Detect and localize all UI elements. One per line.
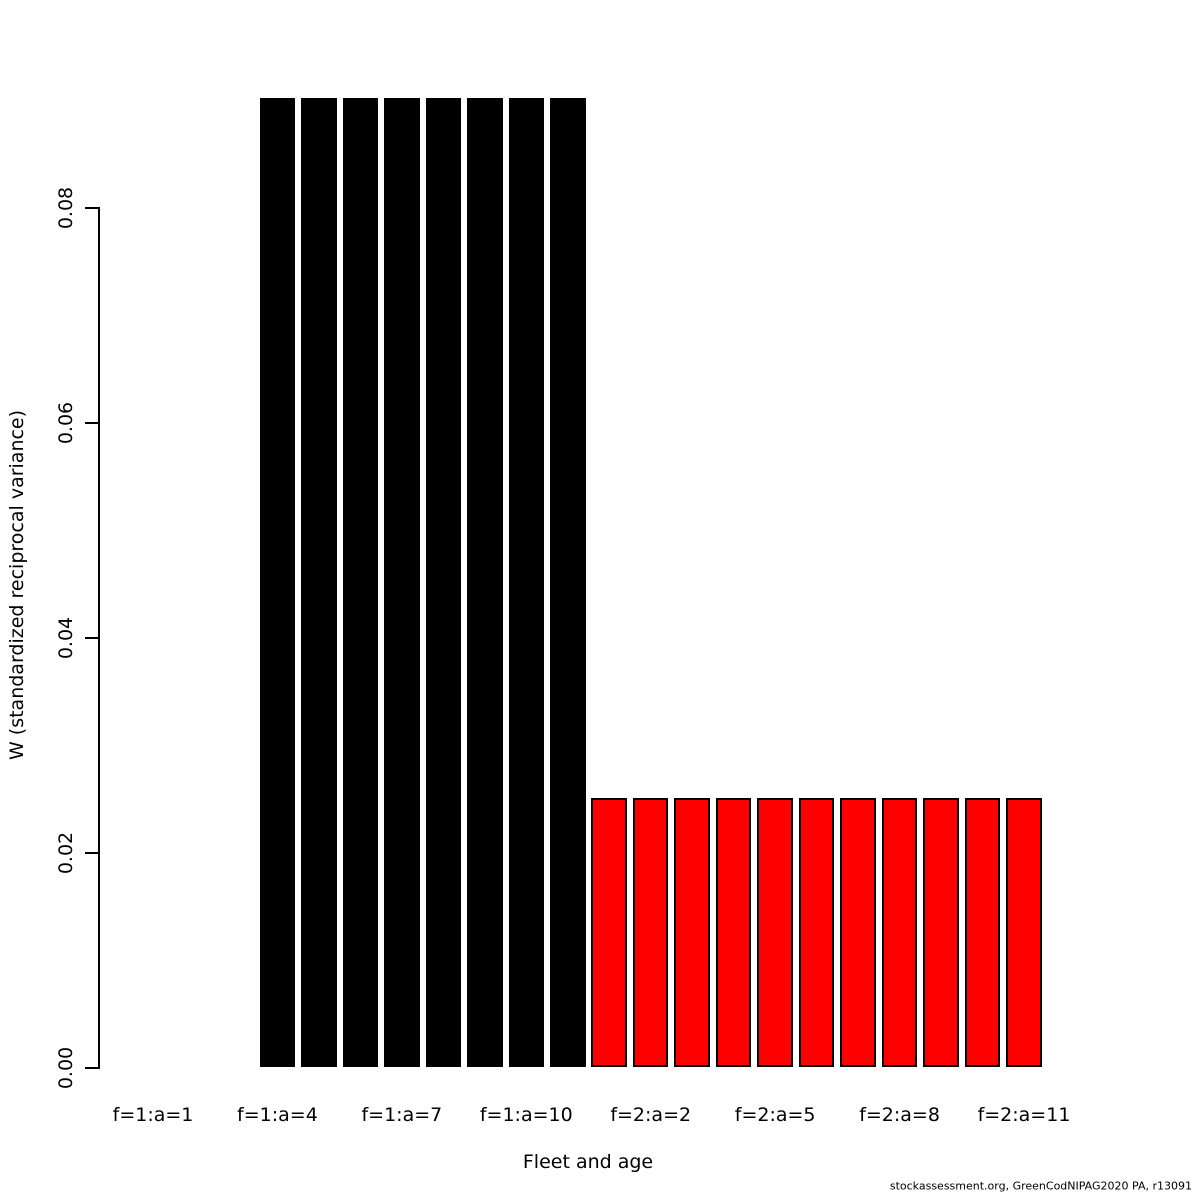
y-tick-label-0.08: 0.08 [55,186,77,230]
x-tick-label-f=1:a=1: f=1:a=1 [112,1104,194,1126]
bar-f=2:a=5 [757,798,793,1067]
y-tick-label-0.04: 0.04 [55,616,77,660]
bar-f=1:a=5 [301,98,337,1067]
x-tick-label-f=2:a=8: f=2:a=8 [859,1104,940,1126]
x-tick-label-f=2:a=2: f=2:a=2 [610,1104,692,1126]
bar-f=1:a=4 [259,98,296,1067]
y-tick-label-0.02: 0.02 [55,831,77,875]
x-axis-title: Fleet and age [522,1151,654,1173]
y-tick-label-0.06: 0.06 [55,401,77,445]
bar-f=1:a=7 [384,98,420,1067]
bar-f=2:a=9 [923,798,959,1067]
bar-f=2:a=8 [881,798,918,1067]
bar-f=1:a=6 [342,98,379,1067]
y-axis-title: W (standardized reciprocal variance) [6,409,28,761]
x-tick-label-f=2:a=5: f=2:a=5 [734,1104,816,1126]
bar-f=2:a=6 [798,798,835,1067]
bar-f=2:a=7 [840,798,876,1067]
y-tick-0.04 [85,637,98,639]
y-tick-0.08 [85,207,98,209]
x-tick-label-f=1:a=10: f=1:a=10 [479,1104,573,1126]
bar-f=1:a=8 [425,98,462,1067]
bar-f=2:a=10 [964,798,1001,1067]
x-tick-label-f=1:a=7: f=1:a=7 [361,1104,443,1126]
y-tick-0.02 [85,852,98,854]
bar-f=2:a=4 [715,798,752,1067]
bar-f=2:a=11 [1006,798,1042,1067]
bar-f=2:a=2 [632,798,669,1067]
x-tick-label-f=2:a=11: f=2:a=11 [977,1104,1071,1126]
y-axis-line [98,207,100,1069]
bar-f=2:a=3 [674,798,710,1067]
bar-f=1:a=10 [508,98,545,1067]
y-tick-0.00 [85,1067,98,1069]
x-tick-label-f=1:a=4: f=1:a=4 [237,1104,318,1126]
y-tick-0.06 [85,422,98,424]
bar-f=1:a=9 [467,98,503,1067]
footer-credit: stockassessment.org, GreenCodNIPAG2020 P… [889,1179,1192,1193]
bar-f=2:a=1 [591,798,627,1067]
y-tick-label-0.00: 0.00 [55,1046,77,1090]
bar-f=1:a=11 [550,98,586,1067]
